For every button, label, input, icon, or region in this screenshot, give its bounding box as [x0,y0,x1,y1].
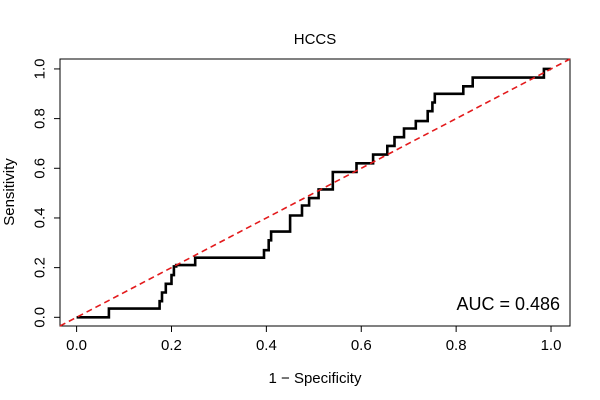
x-tick-label: 0.0 [66,337,87,354]
y-tick-label: 0.4 [32,208,49,229]
x-axis-label: 1 − Specificity [269,370,362,387]
y-tick-label: 0.0 [32,307,49,328]
x-tick-label: 0.2 [161,337,182,354]
series-layer [59,58,571,327]
chart-title: HCCS [294,31,337,48]
x-tick-label: 0.4 [256,337,277,354]
y-tick-label: 0.6 [32,158,49,179]
y-axis-label: Sensitivity [1,158,18,226]
y-tick-label: 0.2 [32,257,49,278]
x-tick-label: 0.6 [351,337,372,354]
plot-frame [59,58,571,327]
roc-curve-line [76,67,551,319]
x-axis: 0.0 0.2 0.4 0.6 0.8 1.0 [66,326,561,354]
y-tick-label: 1.0 [32,59,49,80]
chance-diagonal-line [59,58,571,327]
y-tick-label: 0.8 [32,108,49,129]
x-tick-label: 1.0 [541,337,562,354]
x-tick-label: 0.8 [446,337,467,354]
y-axis: 0.0 0.2 0.4 0.6 0.8 1.0 [32,59,60,328]
auc-annotation: AUC = 0.486 [456,294,560,314]
